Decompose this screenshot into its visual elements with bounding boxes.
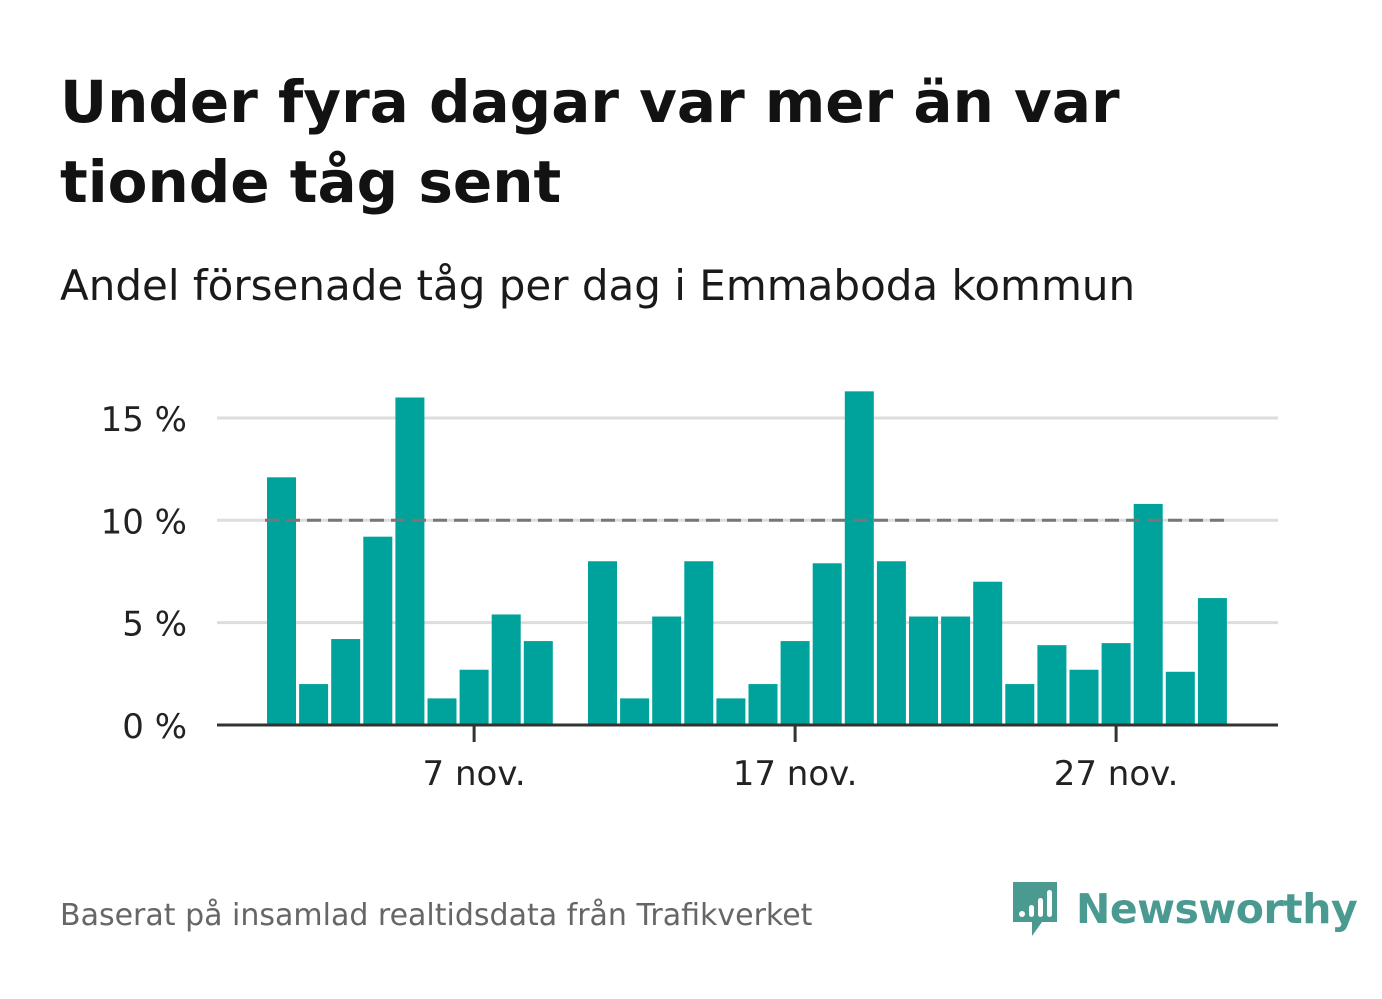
x-tick-label: 27 nov. — [1054, 754, 1179, 794]
bar — [1197, 598, 1227, 725]
axes: 0 % 5 % 10 % 15 % 7 nov. 17 nov. 27 nov. — [101, 400, 1278, 794]
y-tick-label: 10 % — [101, 502, 187, 542]
bar — [716, 698, 746, 725]
bar — [459, 669, 489, 725]
bar — [1037, 645, 1067, 725]
brand-logo[interactable]: Newsworthy — [1010, 878, 1358, 940]
bar — [1165, 671, 1195, 725]
bar — [363, 536, 393, 725]
chart-title: Under fyra dagar var mer än var tionde t… — [60, 68, 1120, 216]
bar — [395, 397, 425, 725]
bar — [1005, 684, 1035, 725]
x-tick-label: 7 nov. — [423, 754, 526, 794]
bar — [780, 641, 810, 725]
bar — [941, 616, 971, 725]
source-note: Baserat på insamlad realtidsdata från Tr… — [60, 898, 813, 933]
chart-subtitle: Andel försenade tåg per dag i Emmaboda k… — [60, 261, 1136, 310]
bar — [876, 561, 906, 725]
bar — [523, 641, 553, 725]
bar — [588, 561, 617, 725]
bar — [748, 684, 778, 725]
y-tick-label: 15 % — [101, 400, 187, 440]
bar — [1133, 503, 1163, 725]
newsworthy-logo-icon — [1013, 882, 1057, 936]
brand-name: Newsworthy — [1076, 885, 1358, 933]
bars — [267, 391, 1227, 725]
bar — [844, 391, 874, 725]
bar-chart: 0 % 5 % 10 % 15 % 7 nov. 17 nov. 27 nov. — [101, 391, 1278, 794]
bar — [331, 639, 361, 725]
bar — [299, 684, 329, 725]
bar — [973, 581, 1003, 725]
bar — [812, 563, 842, 725]
y-tick-label: 5 % — [122, 605, 187, 645]
bar — [1101, 643, 1131, 725]
bar — [909, 616, 938, 725]
bar — [491, 614, 521, 725]
bar — [684, 561, 714, 725]
bar — [427, 698, 457, 725]
x-tick-label: 17 nov. — [733, 754, 858, 794]
bar — [267, 477, 296, 725]
y-tick-label: 0 % — [122, 707, 187, 747]
bar — [652, 616, 682, 725]
bar — [1069, 669, 1099, 725]
bar — [620, 698, 650, 725]
